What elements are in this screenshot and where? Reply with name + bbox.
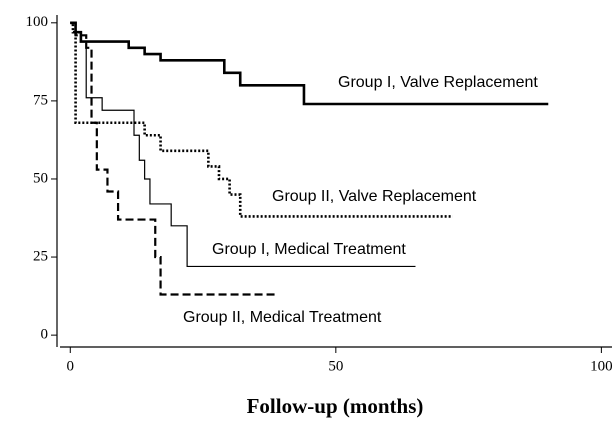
y-tick-label: 25 — [33, 248, 48, 264]
series-label: Group II, Valve Replacement — [272, 188, 477, 205]
survival-line — [70, 21, 549, 106]
x-axis-label: Follow-up (months) — [247, 394, 424, 418]
y-tick-label: 50 — [33, 170, 48, 186]
x-tick-label: 50 — [328, 358, 343, 374]
x-tick-label: 100 — [590, 358, 612, 374]
survival-line — [70, 21, 453, 218]
series-label: Group I, Medical Treatment — [212, 241, 406, 258]
y-tick-label: 100 — [26, 14, 49, 30]
series-label: Group I, Valve Replacement — [338, 74, 538, 91]
y-tick-label: 0 — [41, 327, 49, 343]
y-tick-label: 75 — [33, 92, 48, 108]
survival-line — [70, 22, 416, 268]
series-label: Group II, Medical Treatment — [183, 309, 382, 326]
x-tick-label: 0 — [67, 358, 75, 374]
survival-line — [70, 21, 278, 296]
